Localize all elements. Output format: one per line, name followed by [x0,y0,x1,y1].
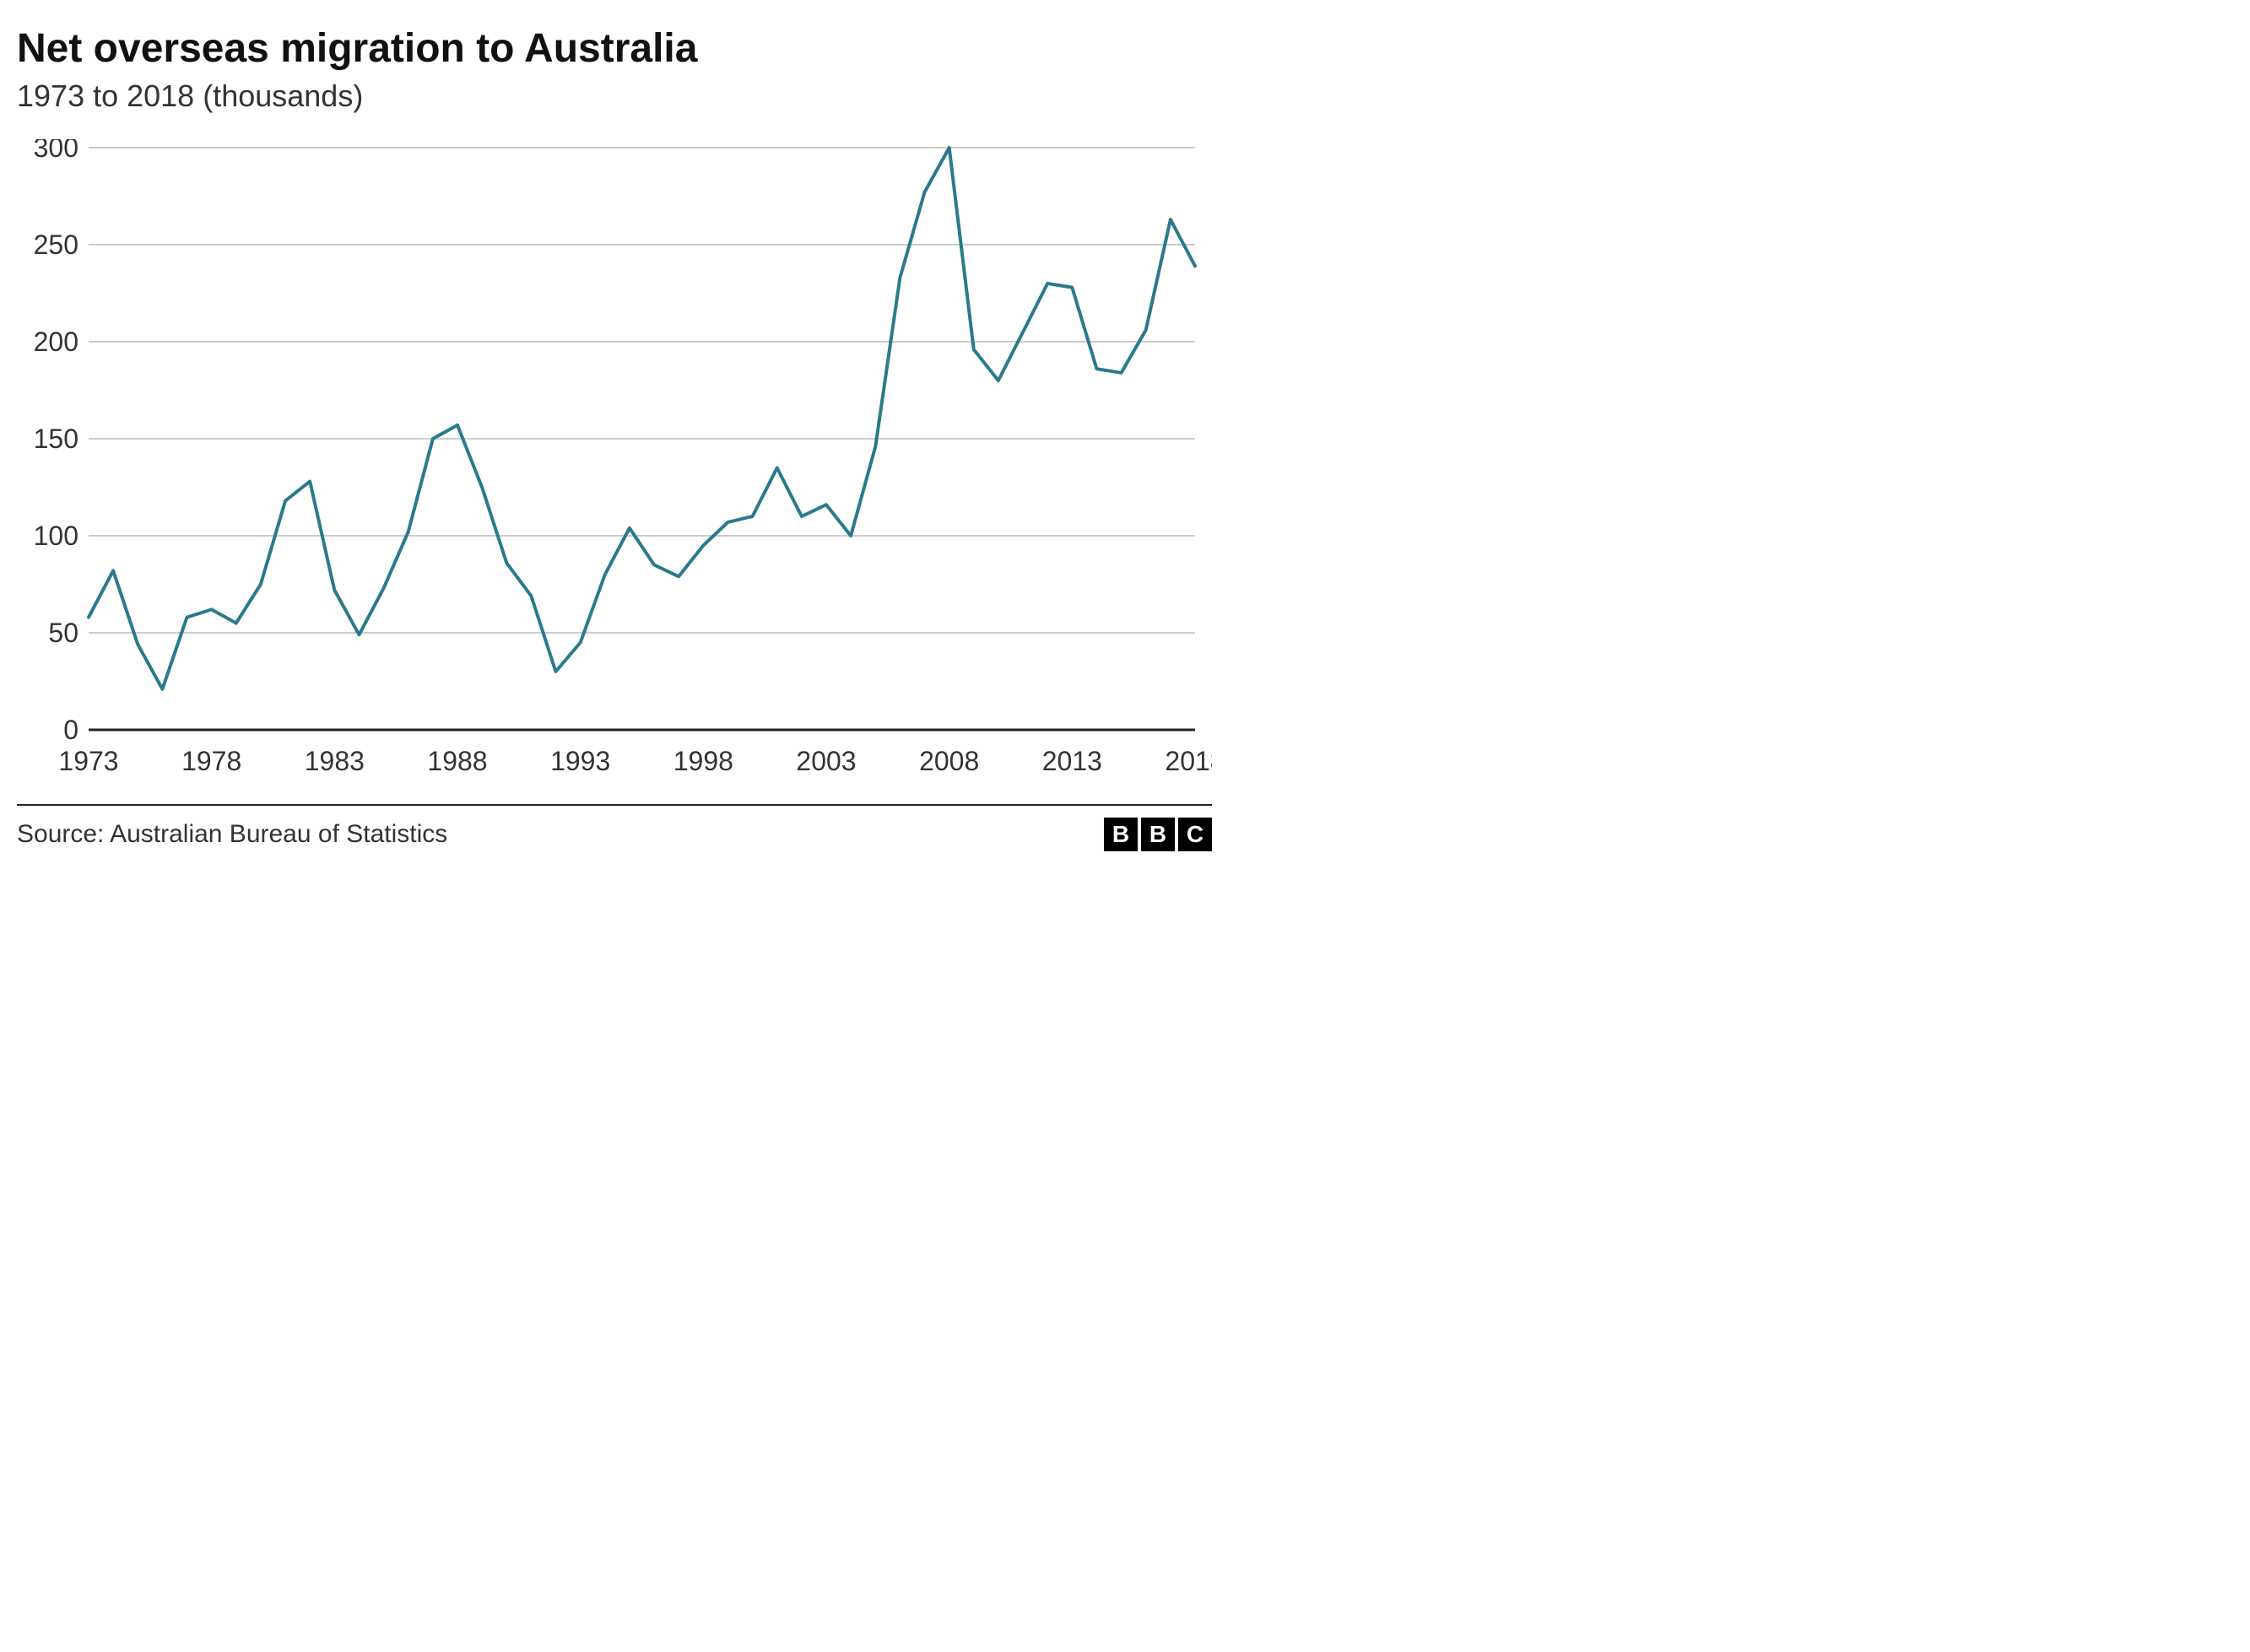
x-tick-label: 1983 [305,746,365,776]
bbc-logo-letter: B [1104,818,1138,851]
x-tick-label: 2018 [1165,746,1212,776]
y-tick-label: 0 [63,715,78,745]
x-tick-label: 2003 [796,746,856,776]
chart-footer: Source: Australian Bureau of Statistics … [17,804,1212,866]
y-tick-label: 250 [34,229,78,260]
x-tick-label: 2008 [919,746,979,776]
bbc-logo-letter: B [1141,818,1175,851]
y-tick-label: 300 [34,139,78,163]
plot-area: 0 50 100 150 200 250 300 1973 1978 1983 1988 1993 19… [17,139,1212,789]
data-line [89,148,1195,689]
chart-container: Net overseas migration to Australia 1973… [0,0,1229,866]
x-tick-label: 1973 [58,746,118,776]
chart-title: Net overseas migration to Australia [17,25,1212,72]
x-tick-label: 1998 [673,746,733,776]
y-tick-label: 100 [34,521,78,551]
y-tick-label: 200 [34,327,78,357]
y-tick-label: 50 [48,618,78,648]
source-text: Source: Australian Bureau of Statistics [17,820,447,849]
x-tick-label: 1993 [550,746,610,776]
line-chart-svg: 0 50 100 150 200 250 300 1973 1978 1983 1988 1993 19… [17,139,1212,789]
y-tick-label: 150 [34,424,78,454]
x-tick-label: 1988 [427,746,487,776]
chart-subtitle: 1973 to 2018 (thousands) [17,78,1212,114]
x-tick-label: 1978 [181,746,241,776]
x-tick-label: 2013 [1042,746,1102,776]
bbc-logo: B B C [1104,818,1212,851]
bbc-logo-letter: C [1178,818,1212,851]
